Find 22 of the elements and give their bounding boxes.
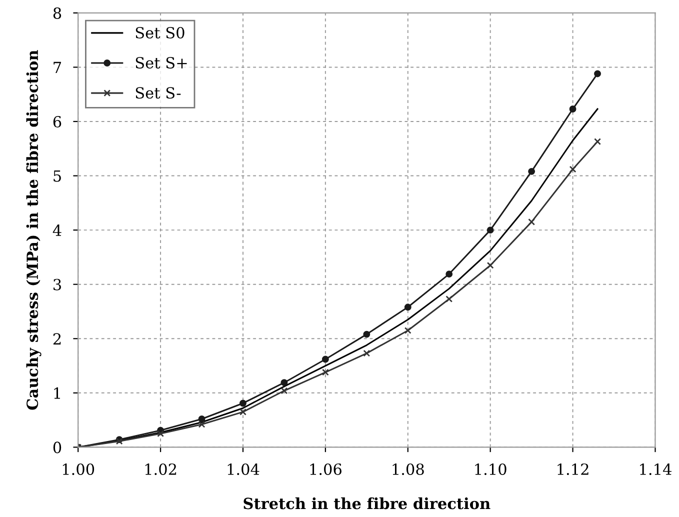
y-tick-label: 7 <box>54 62 62 74</box>
y-tick-label: 5 <box>54 170 61 182</box>
legend-label: Set S+ <box>136 57 187 69</box>
y-tick-label: 2 <box>53 333 61 344</box>
x-tick-label: 1.12 <box>558 463 588 476</box>
y-tick-label: 1 <box>54 387 60 399</box>
y-tick-label: 3 <box>54 278 61 290</box>
x-tick-label: 1.02 <box>145 463 176 476</box>
y-tick-label: 6 <box>53 116 62 128</box>
x-tick-label: 1.14 <box>640 463 672 476</box>
y-axis-title: Cauchy stress (MPa) in the fibre direction <box>26 50 42 410</box>
legend-label: Set S0 <box>136 26 184 38</box>
x-tick-label: 1.10 <box>475 463 506 476</box>
x-tick-label: 1.06 <box>310 463 342 476</box>
y-tick-label: 8 <box>53 7 62 19</box>
x-tick-label: 1.00 <box>62 463 94 476</box>
x-axis-title: Stretch in the fibre direction <box>244 497 490 510</box>
y-tick-label: 0 <box>53 442 62 454</box>
x-tick-label: 1.04 <box>228 463 260 476</box>
legend-label: Set S- <box>136 87 181 99</box>
y-tick-label: 4 <box>52 224 62 236</box>
x-tick-label: 1.08 <box>392 463 424 476</box>
